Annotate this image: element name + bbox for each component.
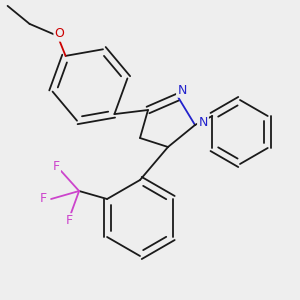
Text: F: F (65, 214, 73, 227)
Text: F: F (40, 193, 47, 206)
Text: O: O (55, 27, 64, 40)
Text: N: N (177, 83, 187, 97)
Text: N: N (198, 116, 208, 128)
Text: F: F (52, 160, 60, 172)
